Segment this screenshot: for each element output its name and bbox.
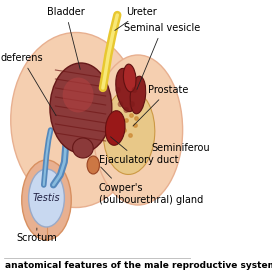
Ellipse shape — [93, 55, 183, 205]
Text: Ureter: Ureter — [115, 7, 157, 30]
Ellipse shape — [22, 160, 71, 240]
Ellipse shape — [115, 87, 121, 93]
Ellipse shape — [132, 87, 137, 93]
Text: Scrotum: Scrotum — [16, 228, 57, 243]
Text: Ejaculatory duct: Ejaculatory duct — [99, 137, 178, 165]
Ellipse shape — [63, 78, 94, 113]
Text: anatomical features of the male reproductive system. Le: anatomical features of the male reproduc… — [5, 261, 272, 270]
Ellipse shape — [118, 101, 123, 107]
Circle shape — [87, 156, 100, 174]
Text: Seminal vesicle: Seminal vesicle — [124, 23, 200, 89]
Text: Bladder: Bladder — [47, 7, 85, 69]
Ellipse shape — [73, 138, 93, 158]
Ellipse shape — [29, 169, 64, 227]
Text: deferens: deferens — [1, 53, 56, 116]
Ellipse shape — [130, 76, 146, 114]
Ellipse shape — [103, 89, 155, 174]
Ellipse shape — [11, 32, 141, 208]
Text: Seminiferou: Seminiferou — [152, 143, 210, 153]
Text: Cowper's: Cowper's — [99, 167, 143, 193]
Text: Testis: Testis — [33, 193, 60, 203]
Ellipse shape — [123, 107, 129, 113]
Ellipse shape — [129, 101, 135, 107]
Ellipse shape — [116, 68, 137, 112]
Text: (bulbourethral) gland: (bulbourethral) gland — [99, 195, 203, 205]
Ellipse shape — [106, 111, 125, 145]
Text: Prostate: Prostate — [133, 85, 188, 126]
Ellipse shape — [123, 64, 136, 92]
Ellipse shape — [50, 63, 112, 153]
